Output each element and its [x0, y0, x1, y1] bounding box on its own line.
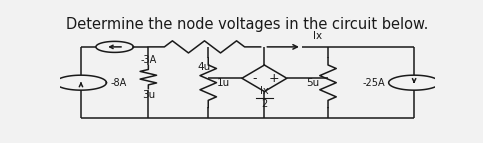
Text: Ix: Ix: [260, 86, 269, 96]
Text: 2: 2: [261, 99, 268, 109]
Text: 1u: 1u: [216, 78, 230, 88]
Text: 5u: 5u: [307, 78, 320, 88]
Text: 3u: 3u: [142, 90, 155, 100]
Text: -3A: -3A: [140, 54, 156, 64]
Text: 4u: 4u: [198, 62, 211, 72]
Text: +: +: [269, 72, 280, 85]
Text: Ix: Ix: [313, 31, 322, 41]
Text: Determine the node voltages in the circuit below.: Determine the node voltages in the circu…: [66, 17, 429, 32]
Text: -: -: [252, 72, 257, 85]
Text: -25A: -25A: [362, 78, 385, 88]
Text: -8A: -8A: [110, 78, 127, 88]
